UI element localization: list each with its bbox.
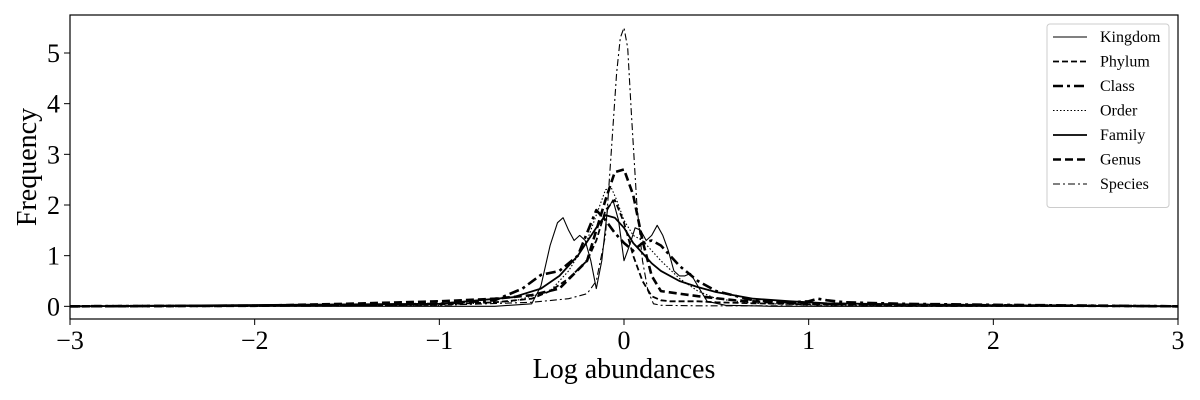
series-line-genus <box>69 168 1179 308</box>
legend-label-species: Species <box>1100 176 1149 193</box>
legend-label-genus: Genus <box>1100 152 1141 169</box>
y-tick-label: 3 <box>47 140 60 169</box>
y-axis: 0 1 2 3 4 5 <box>47 39 70 321</box>
x-tick-label: −3 <box>56 326 84 355</box>
legend-label-kingdom: Kingdom <box>1100 29 1161 46</box>
y-tick-label: 2 <box>47 191 60 220</box>
series-layer <box>69 27 1179 308</box>
x-axis-title: Log abundances <box>533 354 716 385</box>
legend-label-phylum: Phylum <box>1100 54 1150 71</box>
legend: Kingdom Phylum Class Order Family Genus Specie… <box>1046 23 1170 208</box>
y-tick-label: 0 <box>47 292 60 321</box>
x-tick-label: −2 <box>241 326 269 355</box>
series-line-species <box>69 27 1178 307</box>
y-tick-label: 1 <box>47 242 60 271</box>
series-line-order <box>69 186 1179 307</box>
series-line-class <box>69 208 1179 308</box>
x-tick-label: 0 <box>618 326 631 355</box>
x-tick-label: −1 <box>425 326 453 355</box>
y-axis-title: Frequency <box>12 108 43 226</box>
legend-label-order: Order <box>1100 103 1138 120</box>
legend-label-class: Class <box>1100 78 1135 95</box>
y-tick-label: 5 <box>47 39 60 68</box>
series-line-phylum <box>69 199 1179 308</box>
x-tick-label: 1 <box>802 326 815 355</box>
y-tick-label: 4 <box>47 90 60 119</box>
x-tick-label: 3 <box>1172 326 1185 355</box>
x-tick-label: 2 <box>987 326 1000 355</box>
legend-frame <box>1046 23 1170 208</box>
plot-area <box>70 15 1178 319</box>
series-line-family <box>69 214 1179 308</box>
legend-label-family: Family <box>1100 127 1145 144</box>
x-axis: −3 −2 −1 0 1 2 3 <box>56 319 1185 355</box>
